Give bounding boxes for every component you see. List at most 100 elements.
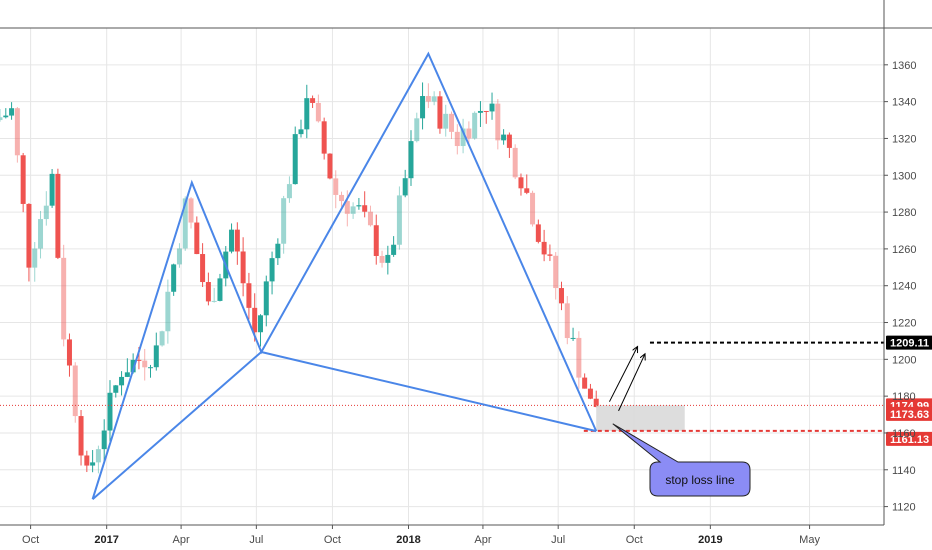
x-tick-label: Oct (22, 534, 39, 546)
candle (310, 95, 316, 109)
candle (61, 244, 67, 347)
candle-body (379, 255, 385, 263)
y-tick-label: 1160 (892, 428, 916, 440)
candle (281, 195, 287, 254)
candle (512, 144, 518, 180)
candle-body (408, 141, 414, 179)
candle (292, 126, 298, 185)
candle-body (350, 206, 356, 214)
callout-bubble (612, 423, 751, 497)
candle (55, 168, 61, 260)
candle (9, 102, 15, 120)
candle (576, 331, 582, 389)
candle-body (414, 118, 420, 142)
candle (431, 91, 437, 106)
candle-body (90, 462, 96, 466)
candle (460, 118, 466, 154)
candle (101, 419, 107, 462)
candle (454, 124, 460, 155)
candle (211, 287, 217, 303)
candle-body (593, 398, 599, 408)
candle-body (541, 241, 547, 255)
candle (402, 169, 408, 198)
candle (119, 371, 125, 396)
candle (84, 450, 90, 473)
candle-body (78, 416, 84, 456)
candle-body (524, 188, 530, 193)
candle (298, 119, 304, 138)
candle-body (43, 205, 49, 220)
y-tick-label: 1320 (892, 133, 916, 145)
candle (449, 111, 455, 139)
candle (148, 364, 154, 378)
projection-arrow (618, 354, 645, 412)
candle-body (431, 96, 437, 102)
candle-body (339, 194, 345, 202)
candle (339, 191, 345, 207)
candle (246, 272, 252, 320)
candle-body (142, 360, 148, 368)
candle-body (49, 173, 55, 206)
candle (95, 445, 101, 474)
candle (194, 216, 200, 255)
candle (593, 390, 599, 408)
candle-body (321, 121, 327, 154)
candle (344, 190, 350, 227)
candle (477, 101, 483, 127)
price-tag-label: 1161.13 (890, 434, 929, 446)
candle-body (501, 134, 507, 141)
x-tick-label: 2018 (396, 534, 420, 546)
candle (333, 170, 339, 209)
candle (72, 362, 78, 423)
candle-body (292, 134, 298, 185)
y-tick-label: 1280 (892, 207, 916, 219)
candle (107, 380, 113, 442)
candle (535, 219, 541, 244)
candle (553, 252, 559, 300)
candle (240, 237, 246, 297)
candle-body (9, 108, 15, 116)
candle-body (263, 281, 269, 316)
candle (495, 99, 501, 150)
candle-body (211, 300, 217, 302)
candle-body (281, 198, 287, 244)
candle (78, 410, 84, 466)
candle (263, 275, 269, 327)
candle (425, 83, 431, 109)
candle (506, 132, 512, 158)
pattern-xb-line (91, 351, 262, 500)
candle-body (72, 365, 78, 417)
candle-body (443, 113, 449, 129)
candle (229, 223, 235, 254)
candle-body (269, 258, 275, 282)
candle (530, 190, 536, 227)
candle (547, 244, 553, 262)
candle-body (61, 257, 67, 340)
candle (176, 243, 182, 268)
candle-body (373, 225, 379, 256)
candle-body (547, 254, 553, 256)
candle (327, 153, 333, 180)
candle (90, 450, 96, 473)
candle-body (66, 339, 72, 366)
y-tick-label: 1120 (892, 502, 916, 514)
candle (153, 332, 159, 371)
candle (362, 191, 368, 218)
candle (321, 117, 327, 160)
candle (159, 330, 165, 347)
y-tick-label: 1200 (892, 354, 916, 366)
candle-body (107, 392, 113, 431)
candle (269, 251, 275, 295)
candle-body (304, 98, 310, 130)
candle-body (240, 251, 246, 284)
candle-body (130, 359, 136, 373)
candle-body (136, 359, 142, 361)
candle-body (148, 367, 154, 369)
candle (472, 111, 478, 140)
candle (124, 358, 130, 378)
candle-body (101, 430, 107, 450)
candle-body (582, 377, 588, 389)
x-tick-label: 2019 (698, 534, 722, 546)
candle-body (385, 254, 391, 263)
